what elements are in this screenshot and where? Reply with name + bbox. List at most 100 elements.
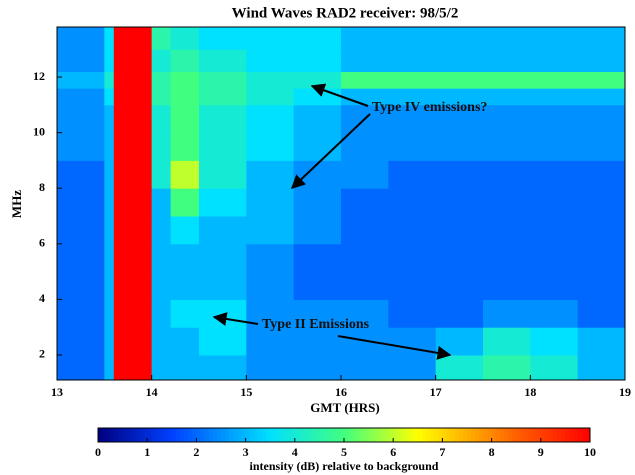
cell — [388, 49, 437, 72]
cell — [246, 188, 295, 217]
colorbar-swatch — [147, 428, 152, 442]
colorbar-swatch — [401, 428, 406, 442]
colorbar-swatch — [229, 428, 234, 442]
cell — [170, 327, 200, 356]
colorbar-swatch — [233, 428, 238, 442]
cell — [113, 188, 153, 217]
cell — [170, 299, 200, 328]
cell — [246, 160, 295, 189]
cell — [530, 104, 579, 134]
cell — [199, 27, 247, 50]
cell — [530, 160, 579, 189]
colorbar-swatch — [532, 428, 538, 442]
cell — [293, 188, 342, 217]
cell — [113, 104, 153, 134]
colorbar-swatch — [319, 428, 324, 442]
cell — [483, 104, 531, 134]
cell — [199, 104, 247, 134]
colorbar-swatch — [126, 428, 132, 442]
cell — [199, 160, 247, 189]
x-tick-label: 15 — [240, 385, 252, 399]
cell — [113, 243, 153, 273]
cell — [483, 27, 531, 50]
cell — [483, 216, 531, 245]
cell — [151, 71, 172, 89]
cell — [341, 160, 389, 189]
colorbar-swatch — [426, 428, 431, 442]
colorbar-swatch — [331, 428, 337, 442]
colorbar-swatch — [339, 428, 345, 442]
cell — [388, 27, 437, 50]
cell — [293, 132, 342, 161]
cell — [388, 104, 437, 134]
colorbar-swatch — [512, 428, 517, 442]
y-tick-label: 6 — [39, 236, 45, 250]
x-tick-label: 13 — [51, 385, 63, 399]
cell — [483, 132, 531, 161]
cell — [435, 88, 484, 106]
cell — [388, 132, 437, 161]
colorbar-swatch — [393, 428, 398, 442]
cell — [199, 271, 247, 300]
cell — [104, 132, 115, 161]
colorbar-swatch — [204, 428, 210, 442]
cell — [170, 49, 200, 72]
cell — [577, 271, 626, 300]
colorbar-swatch — [356, 428, 361, 442]
cell — [113, 71, 153, 89]
colorbar-swatch — [475, 428, 480, 442]
colorbar-swatch — [585, 428, 591, 442]
colorbar-swatch — [565, 428, 570, 442]
cell — [170, 132, 200, 161]
cell — [170, 27, 200, 50]
cell — [341, 49, 389, 72]
cell — [104, 104, 115, 134]
cell — [577, 27, 626, 50]
chart-title: Wind Waves RAD2 receiver: 98/5/2 — [232, 5, 459, 21]
colorbar-swatch — [303, 428, 308, 442]
colorbar-swatch — [540, 428, 546, 442]
x-tick-label: 16 — [335, 385, 347, 399]
cell — [530, 49, 579, 72]
colorbar-swatch — [102, 428, 107, 442]
cell — [57, 271, 105, 300]
colorbar-swatch — [413, 428, 419, 442]
colorbar-swatch — [315, 428, 320, 442]
cell — [483, 88, 531, 106]
cell — [577, 354, 626, 381]
colorbar-swatch — [544, 428, 550, 442]
cell — [577, 104, 626, 134]
colorbar-swatch — [290, 428, 296, 442]
colorbar-tick-label: 3 — [243, 445, 249, 459]
colorbar-swatch — [553, 428, 558, 442]
colorbar-swatch — [385, 428, 390, 442]
cell — [104, 299, 115, 328]
cell — [435, 354, 484, 381]
colorbar-swatch — [516, 428, 521, 442]
cell — [113, 160, 153, 189]
colorbar-swatch — [352, 428, 357, 442]
cell — [246, 49, 295, 72]
colorbar-swatch — [573, 428, 579, 442]
cell — [151, 327, 172, 356]
colorbar-swatch — [294, 428, 300, 442]
colorbar-swatch — [175, 428, 181, 442]
cell — [104, 27, 115, 50]
cell — [57, 88, 105, 106]
cell — [293, 71, 342, 89]
colorbar-swatch — [430, 428, 435, 442]
cell — [199, 132, 247, 161]
colorbar-swatch — [180, 428, 185, 442]
cell — [113, 271, 153, 300]
cell — [199, 49, 247, 72]
cell — [577, 88, 626, 106]
colorbar-swatch — [536, 428, 542, 442]
cell — [57, 71, 105, 89]
cell — [435, 188, 484, 217]
cell — [341, 71, 389, 89]
cell — [483, 188, 531, 217]
annotation-arrow — [290, 113, 371, 189]
cell — [577, 243, 626, 273]
cell — [530, 243, 579, 273]
spectrogram — [57, 27, 626, 381]
